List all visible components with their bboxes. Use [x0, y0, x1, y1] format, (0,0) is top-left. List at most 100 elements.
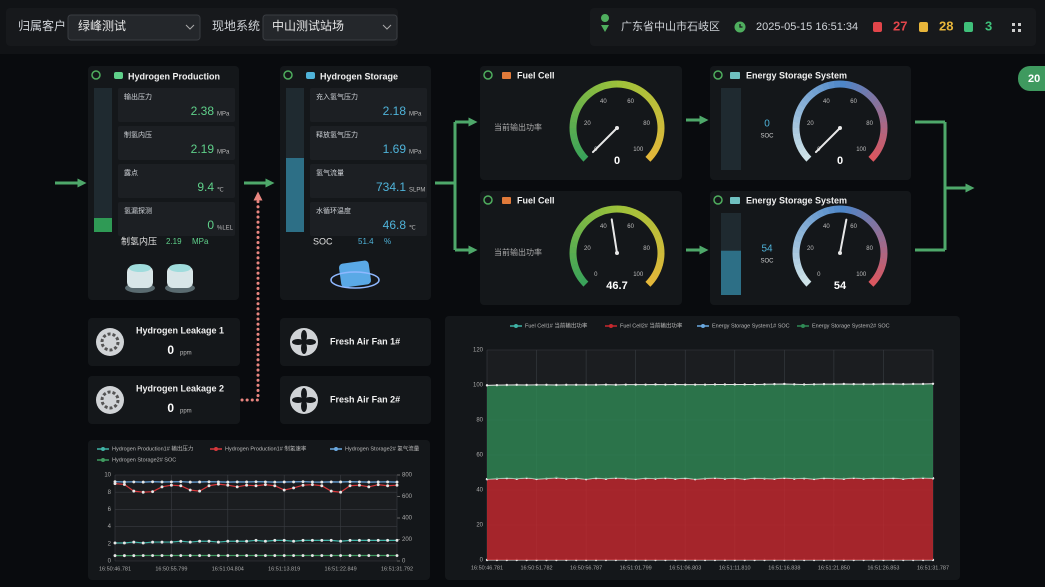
x-tick-label: 16:51:01.799 [620, 565, 652, 571]
legend-dot [701, 324, 705, 328]
gauge-arc [877, 234, 886, 243]
y2-tick-label: 800 [402, 473, 413, 479]
metric-label: 氢漏探测 [124, 206, 152, 215]
legend-dot [334, 447, 338, 451]
soc-value: 0 [764, 119, 770, 130]
metric-unit: SLPM [409, 188, 425, 194]
gauge-arc [795, 143, 805, 152]
sensor-icon-inner [100, 390, 120, 410]
panel-icon [502, 72, 511, 79]
gauge-arc [648, 273, 659, 283]
gauge-arc [637, 86, 647, 97]
tank [127, 266, 153, 288]
menu-icon[interactable] [1012, 23, 1021, 32]
metric-value: 2.38 [191, 104, 215, 118]
gauge-arc [794, 234, 803, 243]
gauge-arc [622, 80, 630, 89]
metric-value: 46.8 [383, 218, 407, 232]
gauge-arc [627, 207, 636, 216]
gauge-arc [645, 277, 655, 287]
gauge-arc [569, 257, 578, 266]
gauge-hub [838, 251, 842, 255]
y2-tick-label: 200 [402, 537, 413, 543]
gauge-arc [572, 143, 582, 152]
gauge-arc [792, 240, 801, 248]
gauge-arc [598, 82, 607, 91]
alarm-count: 28 [939, 18, 953, 33]
gauge-tick-label: 80 [866, 246, 873, 252]
gauge-arc [798, 223, 809, 233]
panel-title: Energy Storage System [746, 70, 847, 80]
x-tick-label: 16:50:55.799 [155, 566, 187, 572]
gauge-arc [654, 138, 663, 147]
gauge-tick-label: 60 [850, 224, 857, 230]
metric-value: 1.69 [383, 142, 407, 156]
badge[interactable] [1018, 66, 1045, 91]
gauge-tick-label: 60 [627, 224, 634, 230]
legend-label: Hydrogen Storage2# 氢气流量 [345, 444, 420, 452]
gauge-arc [579, 152, 589, 162]
sensor-icon [96, 328, 124, 356]
x-tick-label: 16:50:46.781 [471, 565, 503, 571]
x-tick-label: 16:50:56.787 [570, 565, 602, 571]
y-tick-label: 0 [108, 559, 112, 565]
customer-select[interactable] [67, 14, 201, 41]
gauge-arc [874, 268, 884, 278]
gauge-arc [656, 115, 665, 124]
gauge-arc [860, 86, 870, 97]
y-tick-label: 6 [108, 507, 112, 513]
gauge-tick-label: 60 [850, 99, 857, 105]
gauge-tick-label: 0 [817, 272, 821, 278]
fan-blade [304, 397, 316, 403]
metric-box [118, 202, 235, 236]
gauge-arc [569, 132, 578, 141]
panel-title: Fuel Cell [517, 70, 555, 80]
gauge-needle [814, 127, 841, 154]
panel-title: Hydrogen Production [128, 71, 220, 81]
gauge-arc [654, 109, 663, 118]
plot-area [115, 475, 397, 561]
gauge-tick-label: 40 [600, 99, 607, 105]
gauge-arc [850, 82, 859, 91]
panel-title: Hydrogen Storage [320, 71, 398, 81]
area-fill [487, 477, 933, 560]
panel [280, 318, 431, 366]
y2-tick-label: 400 [402, 516, 413, 522]
gauge-arc [796, 228, 806, 238]
gauge-arc [651, 268, 661, 278]
fan-blade [301, 400, 307, 412]
gauge-tick-label: 40 [600, 224, 607, 230]
metric-value: 734.1 [376, 180, 406, 194]
fan-blade [301, 330, 307, 342]
gauge-arc [572, 268, 582, 277]
tank [167, 266, 193, 288]
gauge-arc [875, 104, 885, 113]
gauge-arc [811, 211, 821, 221]
x-tick-label: 16:50:46.781 [99, 566, 131, 572]
status-icon [483, 70, 493, 80]
gauge-arc [645, 219, 655, 229]
gauge-tick-label: 40 [823, 99, 830, 105]
gauge-arc [806, 215, 816, 225]
metric-label: 释放氢气压力 [316, 130, 358, 139]
gauge-arc [637, 211, 647, 222]
gauge-tick-label: 80 [866, 121, 873, 127]
gauge-tick-label: 20 [807, 121, 814, 127]
metric-unit: MPa [217, 112, 230, 118]
system-select[interactable] [262, 14, 398, 41]
footer-unit: MPa [192, 237, 209, 246]
gauge-arc [575, 272, 585, 282]
y-tick-label: 20 [476, 523, 483, 529]
gauge-needle [610, 218, 618, 254]
gauge-arc [645, 152, 655, 162]
gauge-arc [850, 207, 859, 216]
metric-box [118, 164, 235, 198]
gauge-arc [877, 109, 886, 118]
flow-arrows [55, 115, 975, 255]
status-icon [91, 70, 101, 80]
gauge-tick-label: 20 [584, 121, 591, 127]
gauge-tick-label: 0 [594, 272, 598, 278]
gauge-arc [806, 90, 816, 100]
gauge-arc [579, 277, 589, 287]
